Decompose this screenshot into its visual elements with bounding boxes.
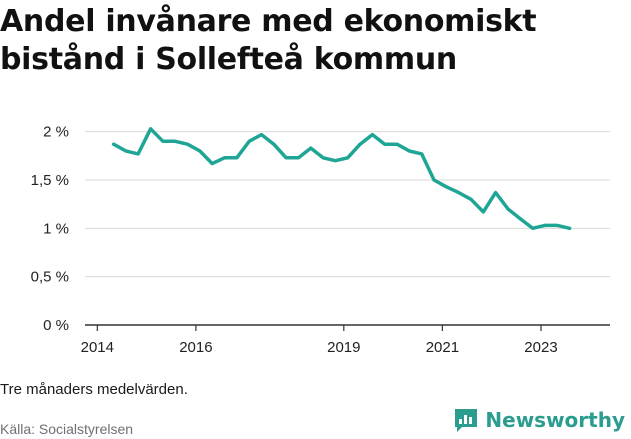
data-point	[457, 191, 461, 195]
data-point	[346, 156, 350, 160]
data-point	[309, 146, 313, 150]
x-tick-label: 2021	[426, 339, 459, 356]
data-point	[223, 156, 227, 160]
x-tick-label: 2023	[524, 339, 557, 356]
x-tick-label: 2014	[81, 339, 114, 356]
data-point	[186, 142, 190, 146]
data-point	[494, 191, 498, 195]
data-point	[469, 197, 473, 201]
newsworthy-chart-icon	[455, 409, 478, 432]
data-point	[568, 226, 572, 230]
data-point	[481, 210, 485, 214]
y-tick-label: 1 %	[43, 220, 69, 237]
x-axis-ticks: 2014 2016 2019 2021 2023	[81, 325, 558, 356]
data-point	[284, 156, 288, 160]
data-point	[149, 127, 153, 131]
brand-logo[interactable]: Newsworthy	[453, 407, 625, 433]
source-label: Källa: Socialstyrelsen	[0, 421, 134, 437]
data-point	[358, 142, 362, 146]
data-point	[173, 139, 177, 143]
y-tick-label: 2 %	[43, 124, 69, 141]
data-point	[321, 156, 325, 160]
y-axis-ticks: 0 % 0,5 % 1 % 1,5 % 2 %	[31, 124, 69, 334]
line-chart: 0 % 0,5 % 1 % 1,5 % 2 % 2014 2016 2019 2021 2023	[31, 124, 610, 356]
data-point	[124, 149, 128, 153]
gridlines	[85, 131, 610, 326]
data-point	[198, 149, 202, 153]
data-point	[296, 156, 300, 160]
data-point	[395, 142, 399, 146]
chart-note: Tre månaders medelvärden.	[0, 381, 188, 398]
data-point	[444, 185, 448, 189]
data-point	[333, 159, 337, 163]
data-point	[531, 226, 535, 230]
data-point	[506, 207, 510, 211]
data-point	[518, 217, 522, 221]
data-point	[161, 139, 165, 143]
data-point	[420, 152, 424, 156]
data-point	[259, 133, 263, 137]
data-point	[555, 223, 559, 227]
data-point	[370, 133, 374, 137]
x-tick-label: 2016	[179, 339, 212, 356]
data-point	[112, 142, 116, 146]
chart-title: Andel invånare med ekonomiskt bistånd i …	[0, 4, 537, 77]
series-layer	[111, 127, 572, 231]
data-point	[383, 142, 387, 146]
y-tick-label: 1,5 %	[31, 172, 69, 189]
data-point	[432, 178, 436, 182]
data-point	[235, 156, 239, 160]
data-point	[407, 149, 411, 153]
data-point	[210, 162, 214, 166]
x-tick-label: 2019	[327, 339, 360, 356]
series-line	[111, 127, 572, 231]
y-tick-label: 0,5 %	[31, 269, 69, 286]
data-point	[272, 142, 276, 146]
y-tick-label: 0 %	[43, 317, 69, 334]
brand-name: Newsworthy	[485, 408, 625, 432]
data-point	[247, 139, 251, 143]
data-point	[136, 152, 140, 156]
data-point	[543, 223, 547, 227]
